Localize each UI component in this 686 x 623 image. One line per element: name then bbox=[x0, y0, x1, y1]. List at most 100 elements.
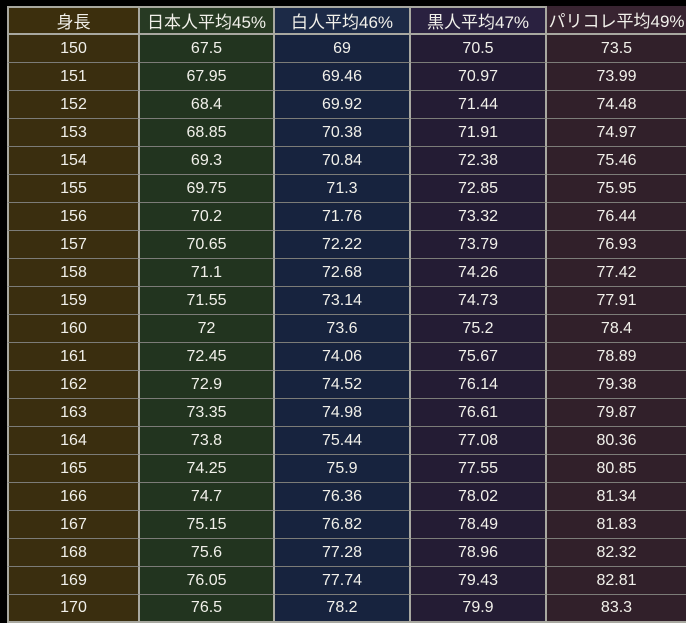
value-cell: 74.98 bbox=[275, 399, 411, 427]
value-cell: 70.2 bbox=[140, 203, 275, 231]
value-cell: 72 bbox=[140, 315, 275, 343]
value-cell: 74.7 bbox=[140, 483, 275, 511]
value-cell: 74.97 bbox=[547, 119, 686, 147]
value-cell: 73.99 bbox=[547, 63, 686, 91]
table-row: 168 75.6 77.28 78.96 82.32 bbox=[7, 539, 686, 567]
table-body: 150 67.5 69 70.5 73.5 151 67.95 69.46 70.97 73.99… bbox=[7, 35, 686, 623]
value-cell: 70.65 bbox=[140, 231, 275, 259]
value-cell: 70.5 bbox=[411, 35, 547, 63]
height-cell: 158 bbox=[7, 259, 140, 287]
value-cell: 77.55 bbox=[411, 455, 547, 483]
height-cell: 170 bbox=[7, 595, 140, 623]
value-cell: 70.97 bbox=[411, 63, 547, 91]
value-cell: 67.5 bbox=[140, 35, 275, 63]
value-cell: 76.5 bbox=[140, 595, 275, 623]
table-row: 150 67.5 69 70.5 73.5 bbox=[7, 35, 686, 63]
value-cell: 76.36 bbox=[275, 483, 411, 511]
value-cell: 75.2 bbox=[411, 315, 547, 343]
value-cell: 74.52 bbox=[275, 371, 411, 399]
column-header: 白人平均46% bbox=[275, 6, 411, 35]
height-cell: 150 bbox=[7, 35, 140, 63]
value-cell: 72.9 bbox=[140, 371, 275, 399]
value-cell: 76.14 bbox=[411, 371, 547, 399]
value-cell: 75.95 bbox=[547, 175, 686, 203]
value-cell: 75.6 bbox=[140, 539, 275, 567]
table-row: 169 76.05 77.74 79.43 82.81 bbox=[7, 567, 686, 595]
value-cell: 71.44 bbox=[411, 91, 547, 119]
height-cell: 162 bbox=[7, 371, 140, 399]
height-cell: 157 bbox=[7, 231, 140, 259]
value-cell: 67.95 bbox=[140, 63, 275, 91]
value-cell: 77.28 bbox=[275, 539, 411, 567]
value-cell: 70.84 bbox=[275, 147, 411, 175]
table-row: 155 69.75 71.3 72.85 75.95 bbox=[7, 175, 686, 203]
table-row: 158 71.1 72.68 74.26 77.42 bbox=[7, 259, 686, 287]
height-cell: 166 bbox=[7, 483, 140, 511]
value-cell: 82.81 bbox=[547, 567, 686, 595]
table-row: 170 76.5 78.2 79.9 83.3 bbox=[7, 595, 686, 623]
value-cell: 74.48 bbox=[547, 91, 686, 119]
table-row: 151 67.95 69.46 70.97 73.99 bbox=[7, 63, 686, 91]
value-cell: 76.61 bbox=[411, 399, 547, 427]
value-cell: 83.3 bbox=[547, 595, 686, 623]
height-cell: 153 bbox=[7, 119, 140, 147]
value-cell: 73.32 bbox=[411, 203, 547, 231]
value-cell: 79.87 bbox=[547, 399, 686, 427]
value-cell: 82.32 bbox=[547, 539, 686, 567]
value-cell: 73.8 bbox=[140, 427, 275, 455]
value-cell: 75.67 bbox=[411, 343, 547, 371]
value-cell: 74.73 bbox=[411, 287, 547, 315]
height-percentage-table: 身長 日本人平均45% 白人平均46% 黒人平均47% パリコレ平均49% 150 67.… bbox=[7, 6, 686, 623]
value-cell: 68.4 bbox=[140, 91, 275, 119]
value-cell: 81.83 bbox=[547, 511, 686, 539]
value-cell: 68.85 bbox=[140, 119, 275, 147]
value-cell: 72.38 bbox=[411, 147, 547, 175]
value-cell: 74.26 bbox=[411, 259, 547, 287]
value-cell: 77.74 bbox=[275, 567, 411, 595]
value-cell: 72.85 bbox=[411, 175, 547, 203]
value-cell: 76.93 bbox=[547, 231, 686, 259]
table-row: 163 73.35 74.98 76.61 79.87 bbox=[7, 399, 686, 427]
value-cell: 71.76 bbox=[275, 203, 411, 231]
value-cell: 73.35 bbox=[140, 399, 275, 427]
height-cell: 151 bbox=[7, 63, 140, 91]
table-row: 164 73.8 75.44 77.08 80.36 bbox=[7, 427, 686, 455]
height-cell: 164 bbox=[7, 427, 140, 455]
value-cell: 74.25 bbox=[140, 455, 275, 483]
height-cell: 165 bbox=[7, 455, 140, 483]
column-header: 身長 bbox=[7, 6, 140, 35]
value-cell: 76.05 bbox=[140, 567, 275, 595]
height-cell: 169 bbox=[7, 567, 140, 595]
header-row: 身長 日本人平均45% 白人平均46% 黒人平均47% パリコレ平均49% bbox=[7, 6, 686, 35]
value-cell: 77.42 bbox=[547, 259, 686, 287]
table-row: 156 70.2 71.76 73.32 76.44 bbox=[7, 203, 686, 231]
height-cell: 152 bbox=[7, 91, 140, 119]
value-cell: 71.91 bbox=[411, 119, 547, 147]
value-cell: 79.43 bbox=[411, 567, 547, 595]
table-row: 159 71.55 73.14 74.73 77.91 bbox=[7, 287, 686, 315]
height-cell: 154 bbox=[7, 147, 140, 175]
height-cell: 160 bbox=[7, 315, 140, 343]
column-header: パリコレ平均49% bbox=[547, 6, 686, 35]
value-cell: 72.22 bbox=[275, 231, 411, 259]
value-cell: 78.49 bbox=[411, 511, 547, 539]
value-cell: 76.82 bbox=[275, 511, 411, 539]
value-cell: 78.96 bbox=[411, 539, 547, 567]
value-cell: 71.1 bbox=[140, 259, 275, 287]
value-cell: 69.3 bbox=[140, 147, 275, 175]
value-cell: 78.2 bbox=[275, 595, 411, 623]
value-cell: 77.91 bbox=[547, 287, 686, 315]
value-cell: 74.06 bbox=[275, 343, 411, 371]
value-cell: 78.4 bbox=[547, 315, 686, 343]
value-cell: 79.38 bbox=[547, 371, 686, 399]
height-cell: 156 bbox=[7, 203, 140, 231]
value-cell: 80.36 bbox=[547, 427, 686, 455]
value-cell: 75.46 bbox=[547, 147, 686, 175]
value-cell: 77.08 bbox=[411, 427, 547, 455]
table-row: 167 75.15 76.82 78.49 81.83 bbox=[7, 511, 686, 539]
value-cell: 80.85 bbox=[547, 455, 686, 483]
table-row: 165 74.25 75.9 77.55 80.85 bbox=[7, 455, 686, 483]
table-row: 160 72 73.6 75.2 78.4 bbox=[7, 315, 686, 343]
column-header: 黒人平均47% bbox=[411, 6, 547, 35]
